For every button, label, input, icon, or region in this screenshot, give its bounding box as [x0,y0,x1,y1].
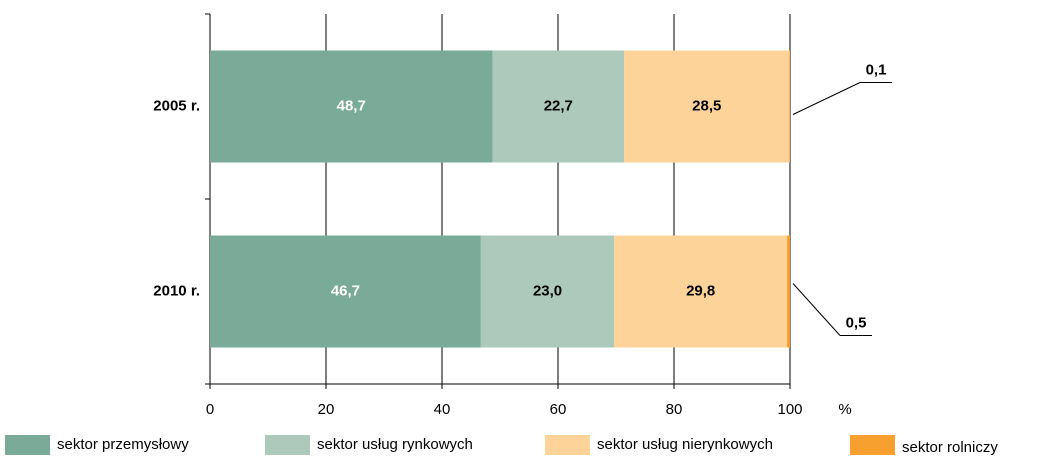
bar-segment [492,50,625,163]
legend-swatch [265,435,310,455]
data-label: 0,1 [866,61,887,78]
x-tick-label: 20 [318,401,335,418]
legend-swatch [5,435,50,455]
legend-label: sektor usług rynkowych [317,436,473,453]
callout-line [792,82,861,115]
legend-label: sektor rolniczy [902,439,998,456]
x-tick-label: 80 [666,401,683,418]
data-label: 23,0 [533,282,562,299]
callout-line [792,283,841,336]
data-label: 48,7 [337,97,366,114]
legend-label: sektor usług nierynkowych [597,436,773,453]
x-axis-label: % [838,401,851,418]
bar-segment [210,50,493,163]
bar-segment [614,235,788,348]
x-tick-label: 0 [206,401,214,418]
x-tick-label: 60 [550,401,567,418]
bar-segment [210,235,481,348]
legend-swatch [850,435,895,455]
data-label: 0,5 [846,314,867,331]
data-label: 28,5 [692,97,721,114]
bar-segment [480,235,615,348]
bar-segment [624,50,790,163]
x-tick-label: 100 [777,401,802,418]
data-label: 29,8 [686,282,715,299]
data-label: 46,7 [331,282,360,299]
x-tick-label: 40 [434,401,451,418]
legend-label: sektor przemysłowy [57,436,189,453]
y-tick-label: 2010 r. [153,282,200,299]
y-tick-label: 2005 r. [153,97,200,114]
bar-segment [789,50,790,163]
data-label: 22,7 [544,97,573,114]
legend-swatch [545,435,590,455]
bar-segment [787,235,790,348]
